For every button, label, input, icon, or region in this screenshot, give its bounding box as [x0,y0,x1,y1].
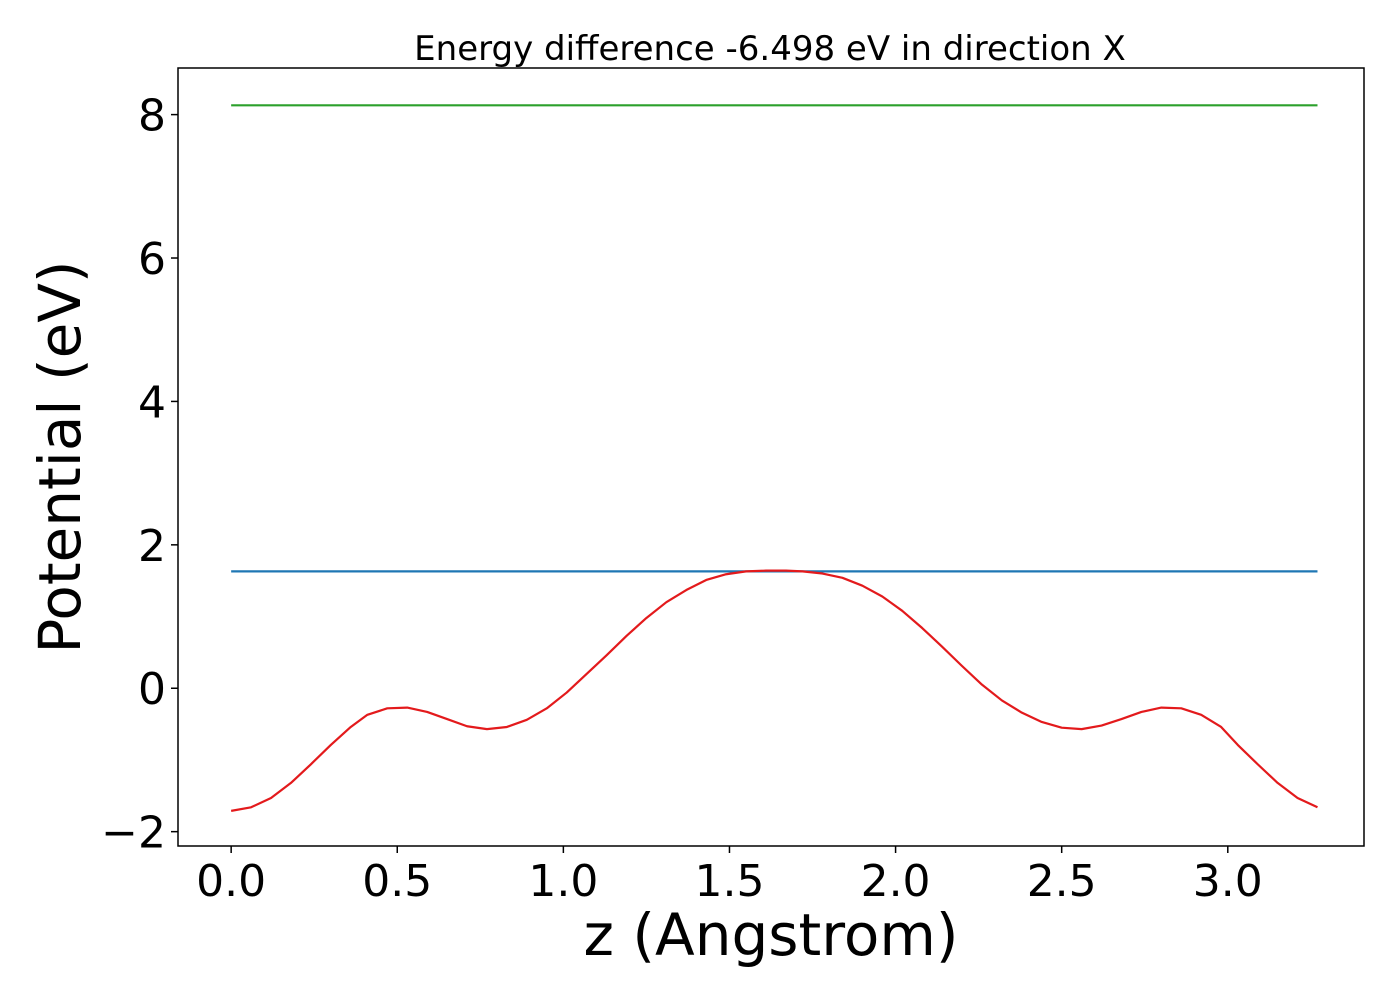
y-axis-label: Potential (eV) [26,260,94,653]
y-tick-label: 8 [138,91,166,142]
y-tick-label: −2 [101,808,166,859]
y-axis: −2 0 2 4 6 8 [101,91,178,859]
plot-area [230,104,1318,812]
x-tick-label: 2.0 [861,856,931,907]
x-tick-label: 3.0 [1193,856,1263,907]
x-tick-label: 0.0 [196,856,266,907]
y-tick-label: 0 [138,664,166,715]
y-tick-label: 6 [138,234,166,285]
y-tick-label: 4 [138,377,166,428]
x-tick-label: 1.0 [528,856,598,907]
x-tick-label: 0.5 [362,856,432,907]
axes-frame [177,67,1365,847]
x-axis-label: z (Angstrom) [584,901,959,969]
x-tick-label: 2.5 [1027,856,1097,907]
chart-title: Energy difference -6.498 eV in direction… [414,29,1126,69]
x-tick-label: 1.5 [694,856,764,907]
x-axis: 0.0 0.5 1.0 1.5 2.0 2.5 3.0 [196,846,1263,907]
series-line-3 [230,569,1318,812]
y-tick-label: 2 [138,521,166,572]
